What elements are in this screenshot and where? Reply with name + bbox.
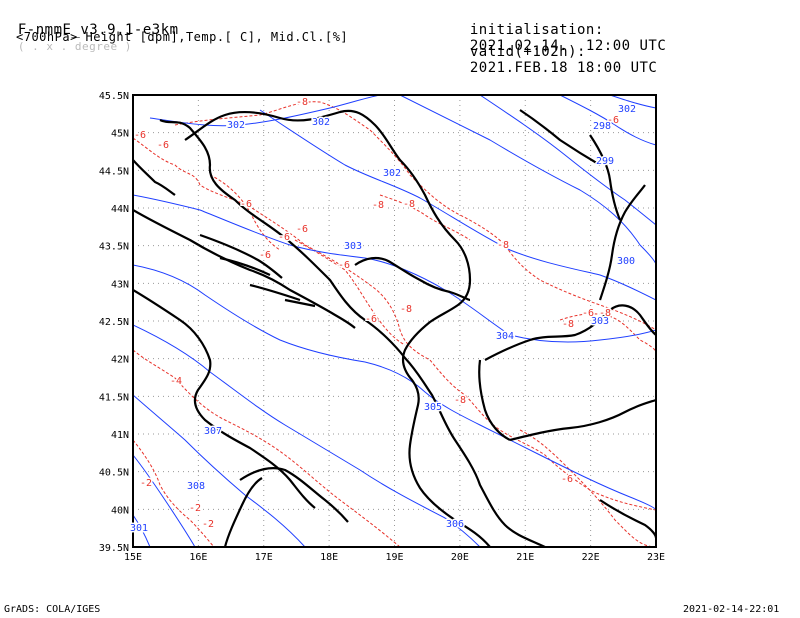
temp-contour-label: -6 (134, 130, 146, 141)
valid-value: 2021.FEB.18 18:00 UTC (469, 60, 658, 76)
temperature-contours (133, 101, 656, 547)
temp-contour-label: -2 (189, 503, 201, 514)
map-frame (132, 94, 657, 548)
temp-contour-label: -8 (562, 319, 574, 330)
height-contour-label: 305 (424, 402, 442, 413)
temp-contour-label: -6 (296, 224, 308, 235)
lon-label: 20E (451, 552, 469, 563)
temp-contour-label: -6 (607, 115, 619, 126)
lat-label: 43N (111, 279, 129, 290)
lat-label: 42N (111, 355, 129, 366)
lon-label: 22E (582, 552, 600, 563)
init-time: initialisation: 2021.02.14. 12:00 UTC (452, 6, 666, 54)
lat-label: 40.5N (99, 468, 129, 479)
lat-label: 41N (111, 430, 129, 441)
lon-label: 23E (647, 552, 665, 563)
units-hint: ( . x . degree ) (17, 40, 132, 53)
temp-contour-label: -4 (170, 376, 182, 387)
lat-lon-grid (133, 95, 656, 547)
lon-label: 17E (255, 552, 273, 563)
temp-contour-label: -6 (240, 199, 252, 210)
height-contour-label: 302 (312, 117, 330, 128)
lon-label: 21E (516, 552, 534, 563)
height-contour-label: 303 (591, 316, 609, 327)
temp-contour-label: -6 (259, 250, 271, 261)
valid-time: valid(+102h): 2021.FEB.18 18:00 UTC (452, 28, 657, 76)
height-contour-label: 302 (383, 168, 401, 179)
temp-contour-label: -8 (454, 395, 466, 406)
temp-contour-label: -8 (497, 240, 509, 251)
valid-label: valid(+102h): (469, 44, 586, 60)
height-contour-label: 302 (618, 104, 636, 115)
height-contour-label: 302 (227, 120, 245, 131)
height-contour-label: 303 (344, 241, 362, 252)
height-contour-label: 304 (496, 331, 514, 342)
lat-label: 41.5N (99, 392, 129, 403)
height-contour-label: 300 (617, 256, 635, 267)
lon-label: 15E (124, 552, 142, 563)
model-name: F-nmmE_v3.9.1-e3km (17, 22, 179, 38)
temp-contour-label: -8 (403, 199, 415, 210)
lat-label: 45N (111, 129, 129, 140)
lon-label: 19E (385, 552, 403, 563)
lon-label: 16E (189, 552, 207, 563)
temp-contour-label: -6 (338, 260, 350, 271)
temp-contour-label: -6 (365, 314, 377, 325)
field-description: <700hPa> Height [dpm],Temp.[ C], Mid.Cl.… (16, 30, 349, 44)
contour-labels: 302 302 302 303 303 304 305 306 307 308 301 300 299 2… (128, 96, 637, 536)
height-contour-label: 308 (187, 481, 205, 492)
height-contours (133, 95, 656, 547)
temp-contour-label: -6 (582, 308, 594, 319)
model-title: F-nmmE_v3.9.1-e3km ( . x . degree ) (0, 6, 179, 54)
height-contour-label: 307 (204, 426, 222, 437)
temp-contour-label: -6 (157, 140, 169, 151)
height-contour-label: 306 (446, 519, 464, 530)
temp-contour-label: -2 (202, 519, 214, 530)
temp-contour-label: -6 (278, 232, 290, 243)
lat-label: 44.5N (99, 166, 129, 177)
height-contour-label: 298 (593, 121, 611, 132)
axis-labels: 15E 16E 17E 18E 19E 20E 21E 22E 23E 45.5N 45N 44.5N… (99, 91, 665, 563)
lat-label: 39.5N (99, 543, 129, 554)
lat-label: 40N (111, 505, 129, 516)
lat-label: 42.5N (99, 317, 129, 328)
lat-label: 45.5N (99, 91, 129, 102)
temp-contour-label: -8 (296, 97, 308, 108)
coastline-borders (133, 109, 656, 547)
lat-label: 43.5N (99, 242, 129, 253)
footer-right: 2021-02-14-22:01 (683, 604, 780, 615)
lon-label: 18E (320, 552, 338, 563)
temp-contour-label: -2 (140, 478, 152, 489)
height-contour-label: 301 (130, 523, 148, 534)
init-label: initialisation: (469, 22, 604, 38)
init-value: 2021.02.14. 12:00 UTC (469, 38, 667, 54)
footer-left: GrADS: COLA/IGES (4, 604, 101, 615)
height-contour-label: 299 (596, 156, 614, 167)
temp-contour-label: -6 (561, 474, 573, 485)
temp-contour-label: -8 (372, 200, 384, 211)
temp-contour-label: -8 (400, 304, 412, 315)
temp-contour-label: -8 (599, 308, 611, 319)
lat-label: 44N (111, 204, 129, 215)
